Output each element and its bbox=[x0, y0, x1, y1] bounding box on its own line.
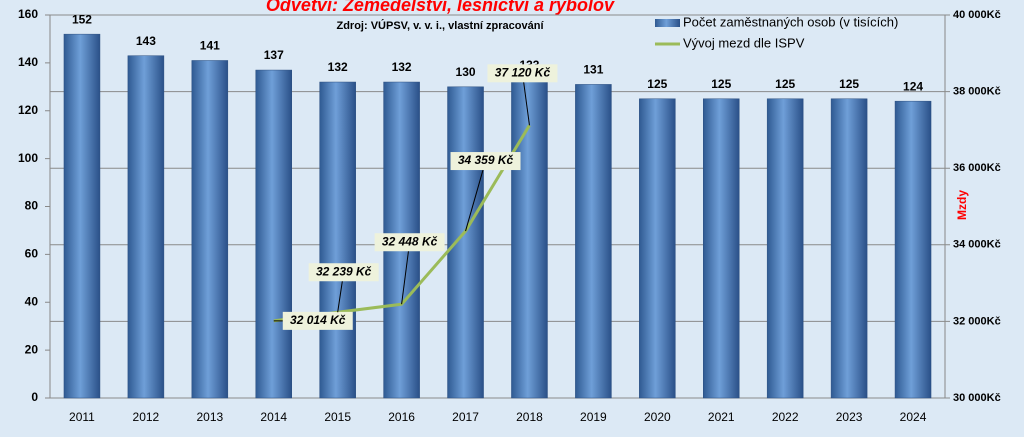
bar-value-label: 131 bbox=[583, 63, 603, 77]
data-label: 32 448 Kč bbox=[382, 234, 438, 248]
x-tick-label: 2012 bbox=[133, 410, 160, 424]
y-tick-label: 60 bbox=[25, 247, 39, 261]
bar bbox=[255, 69, 292, 399]
data-label-box bbox=[450, 152, 521, 171]
bar bbox=[191, 60, 229, 399]
bar-value-label: 141 bbox=[200, 39, 220, 53]
x-tick-label: 2023 bbox=[836, 410, 863, 424]
x-tick-label: 2015 bbox=[324, 410, 351, 424]
chart-title: Odvětví: Zemědělství, lesnictví a rybolo… bbox=[266, 0, 615, 15]
data-label-box bbox=[487, 64, 558, 83]
x-tick-label: 2011 bbox=[69, 410, 95, 424]
bar-value-label: 125 bbox=[711, 77, 731, 91]
bar bbox=[127, 55, 165, 399]
bar bbox=[766, 98, 804, 399]
y2-tick-label: 32 000Kč bbox=[953, 315, 1001, 327]
bar-value-label: 152 bbox=[72, 12, 92, 26]
data-label: 32 014 Kč bbox=[290, 313, 346, 327]
bar bbox=[319, 81, 356, 399]
bar-value-label: 125 bbox=[775, 77, 795, 91]
chart-subtitle: Zdroj: VÚPSV, v. v. i., vlastní zpracová… bbox=[336, 19, 544, 32]
y-tick-label: 40 bbox=[25, 294, 39, 308]
x-tick-label: 2019 bbox=[580, 410, 607, 424]
bar-value-label: 124 bbox=[903, 79, 923, 93]
data-label: 32 239 Kč bbox=[316, 264, 372, 278]
bar-value-label: 137 bbox=[264, 48, 284, 62]
y2-tick-label: 36 000Kč bbox=[953, 162, 1001, 174]
bar-value-label: 125 bbox=[839, 77, 859, 91]
y-tick-label: 20 bbox=[25, 342, 39, 356]
y-tick-label: 100 bbox=[18, 151, 38, 165]
y2-tick-label: 30 000Kč bbox=[953, 392, 1001, 404]
bar bbox=[830, 98, 868, 399]
y-tick-label: 120 bbox=[18, 103, 38, 117]
bar-value-label: 132 bbox=[328, 60, 348, 74]
data-label-box bbox=[374, 233, 445, 252]
x-tick-label: 2014 bbox=[260, 410, 287, 424]
bar bbox=[703, 98, 740, 399]
y-tick-label: 140 bbox=[18, 55, 38, 69]
data-label: 34 359 Kč bbox=[458, 153, 514, 167]
x-tick-label: 2024 bbox=[900, 410, 927, 424]
leader-line bbox=[401, 242, 411, 305]
bar bbox=[447, 86, 484, 399]
y-tick-label: 0 bbox=[31, 390, 38, 404]
x-tick-label: 2020 bbox=[644, 410, 671, 424]
y2-tick-label: 40 000Kč bbox=[953, 9, 1001, 21]
legend-swatch bbox=[655, 19, 680, 27]
bar bbox=[894, 100, 932, 399]
leader-line bbox=[465, 160, 487, 232]
bar bbox=[63, 33, 101, 399]
y2-tick-label: 34 000Kč bbox=[953, 239, 1001, 251]
x-tick-label: 2017 bbox=[452, 410, 479, 424]
legend-label: Počet zaměstnaných osob (v tisících) bbox=[683, 14, 898, 29]
x-tick-label: 2022 bbox=[772, 410, 799, 424]
x-tick-label: 2013 bbox=[196, 410, 223, 424]
y-tick-label: 80 bbox=[25, 199, 39, 213]
legend-label: Vývoj mezd dle ISPV bbox=[683, 35, 805, 50]
y2-axis-label: Mzdy bbox=[955, 190, 969, 220]
x-tick-label: 2016 bbox=[388, 410, 415, 424]
data-label: 37 120 Kč bbox=[495, 65, 551, 79]
bar-value-label: 143 bbox=[136, 34, 156, 48]
y-tick-label: 160 bbox=[18, 7, 38, 21]
x-tick-label: 2018 bbox=[516, 410, 543, 424]
x-tick-label: 2021 bbox=[708, 410, 735, 424]
bar-value-label: 130 bbox=[456, 65, 476, 79]
bar-value-label: 125 bbox=[647, 77, 667, 91]
bar-value-label: 132 bbox=[392, 60, 412, 74]
bar bbox=[639, 98, 676, 399]
bar bbox=[575, 84, 612, 399]
y2-tick-label: 38 000Kč bbox=[953, 86, 1001, 98]
data-label-box bbox=[282, 311, 353, 330]
data-label-box bbox=[308, 263, 379, 282]
